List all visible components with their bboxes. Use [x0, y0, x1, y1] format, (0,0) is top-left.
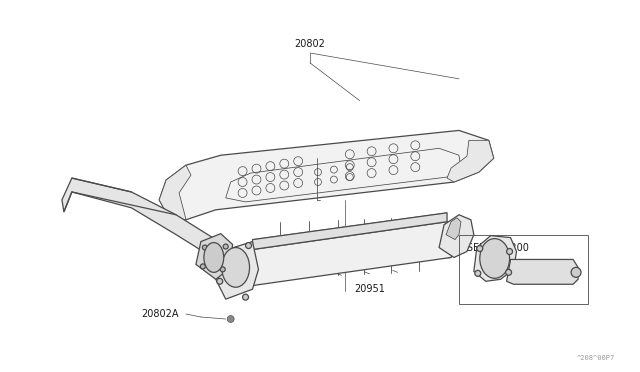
- Ellipse shape: [480, 238, 509, 278]
- Polygon shape: [447, 140, 493, 182]
- Polygon shape: [233, 222, 459, 287]
- Circle shape: [223, 244, 228, 249]
- Text: 20802: 20802: [294, 39, 326, 49]
- Polygon shape: [507, 259, 578, 284]
- Ellipse shape: [204, 243, 224, 272]
- Circle shape: [243, 294, 248, 300]
- Circle shape: [200, 264, 205, 269]
- Polygon shape: [159, 165, 191, 220]
- Polygon shape: [253, 213, 447, 250]
- Circle shape: [571, 267, 581, 277]
- Polygon shape: [159, 131, 493, 220]
- Text: 20951: 20951: [355, 284, 386, 294]
- Text: — SEE SEC.200: — SEE SEC.200: [454, 243, 529, 253]
- Circle shape: [477, 246, 483, 251]
- Circle shape: [220, 267, 225, 272]
- Polygon shape: [226, 148, 461, 202]
- Circle shape: [217, 278, 223, 284]
- Circle shape: [475, 270, 481, 276]
- Polygon shape: [215, 241, 259, 299]
- Polygon shape: [474, 235, 516, 281]
- Text: ^208^00P7: ^208^00P7: [577, 355, 616, 361]
- Ellipse shape: [221, 247, 250, 287]
- Polygon shape: [439, 215, 474, 257]
- Circle shape: [202, 245, 207, 250]
- Polygon shape: [62, 178, 216, 259]
- Text: 20802A: 20802A: [141, 309, 179, 319]
- Polygon shape: [446, 218, 461, 240]
- Polygon shape: [196, 234, 233, 279]
- Circle shape: [507, 248, 513, 254]
- Circle shape: [246, 243, 252, 248]
- Circle shape: [506, 269, 511, 275]
- Circle shape: [227, 315, 234, 323]
- Circle shape: [217, 253, 223, 259]
